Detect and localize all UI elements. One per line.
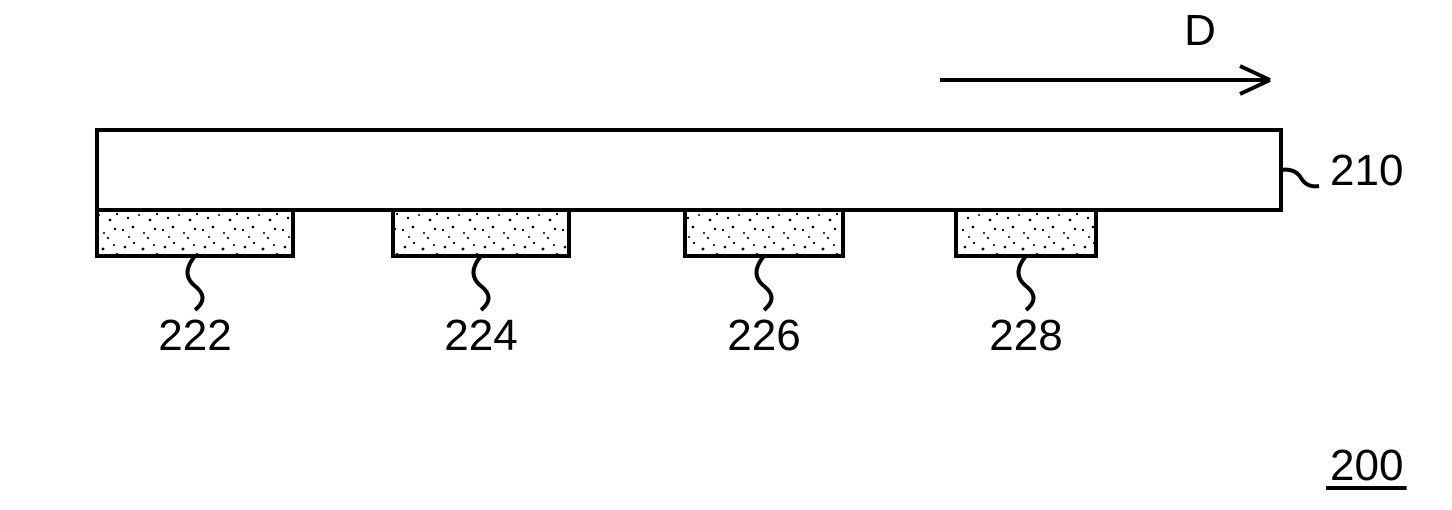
- leader-226: [757, 256, 772, 310]
- layer-210: [97, 130, 1281, 210]
- leader-224: [474, 256, 489, 310]
- block-224: [393, 210, 569, 256]
- leader-210: [1281, 170, 1319, 187]
- block-228: [956, 210, 1096, 256]
- block-222: [97, 210, 293, 256]
- figure-id: 200: [1330, 441, 1403, 490]
- label-228: 228: [989, 311, 1062, 360]
- leader-228: [1019, 256, 1034, 310]
- label-224: 224: [444, 311, 517, 360]
- leader-222: [188, 256, 203, 310]
- direction-arrow-head: [1240, 80, 1270, 94]
- block-226: [685, 210, 843, 256]
- direction-arrow-head: [1240, 66, 1270, 80]
- label-226: 226: [727, 311, 800, 360]
- label-210: 210: [1330, 146, 1403, 195]
- label-222: 222: [158, 311, 231, 360]
- direction-label: D: [1184, 6, 1216, 55]
